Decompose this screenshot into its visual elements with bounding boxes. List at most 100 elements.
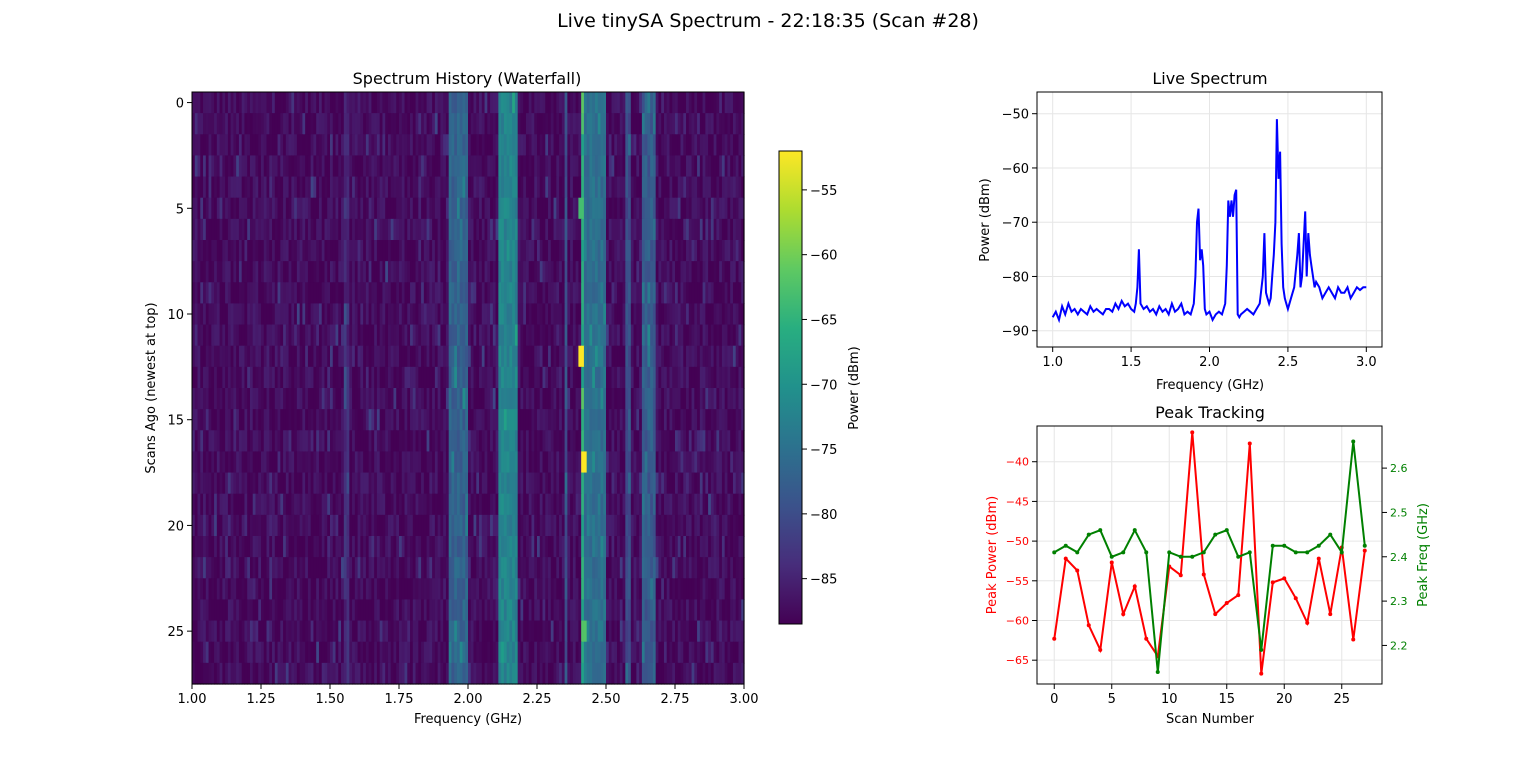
waterfall-cell [194,345,199,368]
waterfall-cell [296,261,301,283]
waterfall-cell [606,409,610,431]
waterfall-cell [291,366,295,389]
waterfall-cell [479,536,483,558]
waterfall-cell [459,345,464,368]
waterfall-cell [423,218,428,241]
waterfall-cell [324,599,328,622]
waterfall-cell [699,430,704,453]
waterfall-cell [506,261,510,283]
waterfall-cell [534,472,538,495]
waterfall-cell [603,409,607,431]
waterfall-cell [327,451,331,474]
waterfall-cell [346,218,350,241]
waterfall-cell [534,92,538,114]
waterfall-cell [338,92,342,114]
waterfall-cell [506,388,510,410]
waterfall-cell [492,514,497,537]
waterfall-cell [352,578,356,601]
waterfall-cell [528,134,533,157]
waterfall-cell [719,218,723,241]
waterfall-cell [625,430,629,453]
waterfall-cell [537,451,541,474]
waterfall-cell [735,557,740,579]
waterfall-cell [341,366,345,389]
waterfall-cell [341,324,345,347]
waterfall-cell [686,303,690,326]
waterfall-cell [495,366,499,389]
waterfall-cell [211,409,215,431]
waterfall-cell [280,578,284,601]
waterfall-cell [233,113,237,135]
waterfall-cell [487,155,491,178]
waterfall-cell [705,218,709,241]
waterfall-cell [341,218,345,241]
waterfall-cell [697,282,701,305]
waterfall-cell [556,282,560,305]
waterfall-cell [545,345,549,368]
waterfall-cell [503,134,508,157]
waterfall-cell [550,155,555,178]
waterfall-cell [556,557,560,579]
waterfall-cell [702,176,706,199]
waterfall-cell [713,113,717,135]
waterfall-cell [636,557,640,579]
waterfall-cell [294,409,298,431]
waterfall-cell [203,282,207,305]
waterfall-cell [702,282,706,305]
waterfall-cell [249,451,254,474]
waterfall-cell [338,578,342,601]
waterfall-cell [503,197,508,220]
waterfall-cell [658,430,662,453]
waterfall-cell [663,176,668,199]
waterfall-cell [288,176,292,199]
waterfall-cell [492,324,497,347]
waterfall-cell [280,92,284,114]
waterfall-cell [614,176,618,199]
waterfall-cell [606,345,610,368]
waterfall-cell [611,240,615,262]
waterfall-cell [641,451,646,474]
waterfall-cell [255,324,259,347]
waterfall-cell [338,113,342,135]
waterfall-cell [263,155,268,178]
waterfall-cell [247,134,251,157]
waterfall-cell [401,92,406,114]
waterfall-cell [567,345,571,368]
waterfall-cell [641,345,646,368]
waterfall-cell [341,472,345,495]
waterfall-cell [352,366,356,389]
waterfall-cell [448,134,453,157]
waterfall-cell [324,557,328,579]
waterfall-cell [542,388,546,410]
waterfall-cell [332,197,337,220]
waterfall-cell [492,303,497,326]
waterfall-cell [669,536,673,558]
waterfall-cell [697,493,701,516]
waterfall-cell [686,599,690,622]
waterfall-cell [360,155,364,178]
waterfall-cell [539,345,544,368]
waterfall-cell [305,409,309,431]
waterfall-cell [561,324,566,347]
waterfall-cell [542,240,546,262]
waterfall-cell [387,261,392,283]
waterfall-cell [225,430,229,453]
waterfall-cell [727,176,731,199]
waterfall-cell [553,493,557,516]
waterfall-cell [385,366,389,389]
waterfall-cell [310,514,315,537]
waterfall-cell [365,240,370,262]
waterfall-cell [456,514,461,537]
waterfall-cell [269,176,273,199]
waterfall-cell [603,92,607,114]
waterfall-cell [732,240,737,262]
waterfall-cell [316,218,320,241]
waterfall-cell [426,92,430,114]
waterfall-cell [586,324,591,347]
waterfall-cell [553,261,557,283]
waterfall-cell [252,134,257,157]
waterfall-cell [490,197,494,220]
waterfall-cell [258,430,262,453]
waterfall-cell [227,430,232,453]
waterfall-cell [495,514,499,537]
